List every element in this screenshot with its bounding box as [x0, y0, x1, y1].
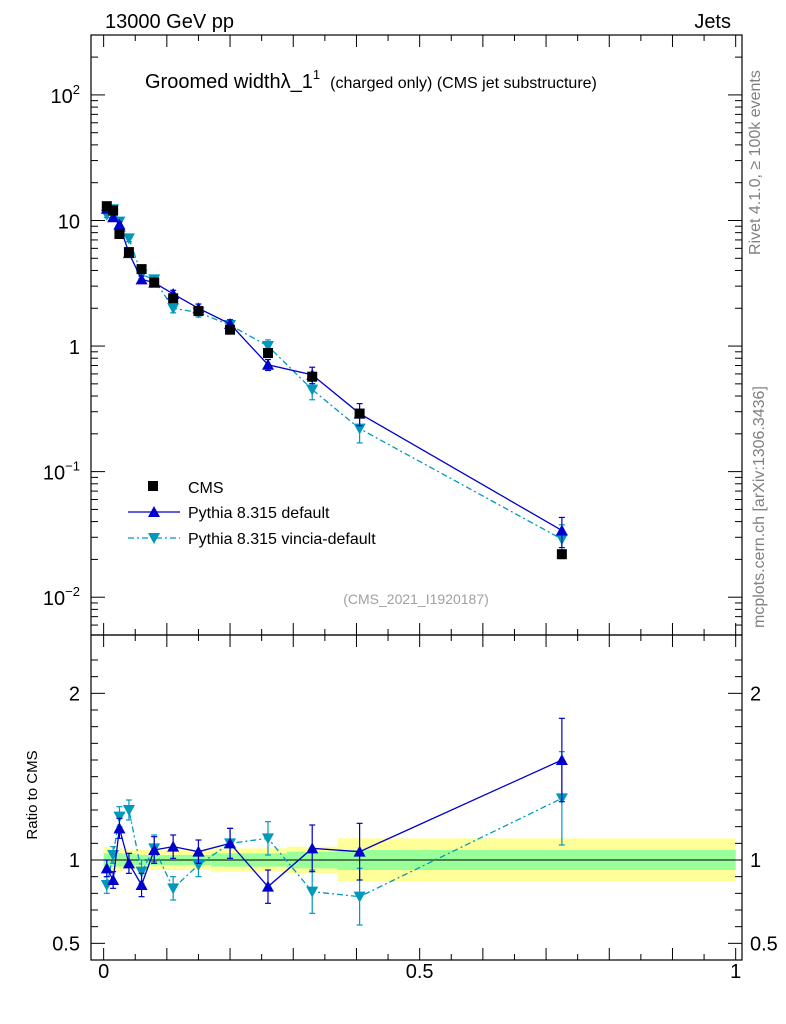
legend-pythia-marker — [148, 506, 160, 517]
cms-point — [168, 293, 179, 304]
ratio-pythia-point — [148, 844, 161, 855]
x-tick-label: 0.5 — [406, 961, 434, 983]
pythia-point — [113, 218, 126, 230]
ratio-frame — [90, 634, 743, 961]
vincia-point — [122, 233, 135, 245]
header-right: Jets — [694, 11, 731, 33]
ratio-vincia-point — [167, 883, 180, 895]
ratio-ylabel: Ratio to CMS — [24, 750, 41, 839]
ratio-y-tick-label-right: 0.5 — [750, 933, 778, 955]
vincia-point — [167, 303, 180, 315]
ratio-vincia-point — [261, 833, 274, 845]
ratio-pythia-point — [306, 842, 319, 854]
ratio-vincia-point — [113, 811, 126, 823]
ratio-vincia-point — [353, 891, 366, 903]
pythia-point — [107, 211, 120, 223]
y-tick-label: 102 — [51, 82, 80, 108]
ratio-y-tick-label: 0.5 — [52, 933, 80, 955]
ratio-vincia-point — [122, 805, 135, 816]
x-tick-label: 0 — [98, 961, 109, 983]
ratio-pythia-point — [113, 822, 126, 834]
cms-point — [114, 229, 125, 240]
cms-point — [108, 205, 119, 216]
y-tick-label: 10−2 — [43, 584, 80, 610]
y-tick-label: 10 — [58, 211, 80, 233]
cms-point — [262, 348, 273, 359]
ratio-pythia-point — [167, 840, 180, 852]
pythia-line — [106, 208, 563, 532]
vincia-line — [106, 208, 563, 540]
legend-pythia-label: Pythia 8.315 default — [188, 505, 330, 522]
ratio-pythia-point — [353, 845, 366, 857]
legend-cms-marker — [148, 481, 158, 491]
ratio-pythia-point — [224, 837, 237, 849]
plot-title-tail: (charged only) (CMS jet substructure) — [330, 75, 597, 92]
ratio-pythia-point — [100, 862, 113, 874]
main-panel: 10−2 10−1 1 10 102 — [43, 34, 743, 960]
cms-point — [101, 201, 112, 212]
cms-point — [193, 306, 204, 317]
legend-vincia-marker — [148, 533, 160, 544]
pythia-point — [261, 358, 274, 370]
ratio-pythia-point — [555, 754, 568, 765]
plot-title-main: Groomed width — [145, 71, 281, 93]
ratio-pythia-point — [192, 845, 205, 857]
vincia-point — [261, 341, 274, 353]
plot-title-sup: 1 — [313, 67, 320, 82]
ratio-y-tick-label-right: 2 — [750, 683, 761, 705]
pythia-point — [555, 524, 568, 536]
rivet-label: Rivet 4.1.0, ≥ 100k events — [747, 70, 764, 255]
vincia-point — [353, 423, 366, 435]
cms-point — [354, 408, 365, 419]
ratio-vincia-point — [306, 886, 319, 898]
y-tick-label: 1 — [69, 337, 80, 359]
legend-cms-label: CMS — [188, 480, 224, 497]
analysis-watermark: (CMS_2021_I1920187) — [343, 591, 489, 607]
ratio-vincia-point — [135, 866, 148, 878]
ratio-pythia-point — [122, 857, 135, 869]
ratio-y-tick-label: 1 — [69, 850, 80, 872]
ratio-pythia-point — [107, 874, 120, 885]
x-tick-label: 1 — [730, 961, 741, 983]
y-tick-label: 10−1 — [43, 459, 80, 485]
ratio-panel: 0 0.5 1 0.5 0.5 1 1 2 2 — [52, 634, 778, 983]
legend: CMS Pythia 8.315 default Pythia 8.315 vi… — [128, 480, 376, 548]
plot-title-lambda: λ_1 — [281, 71, 313, 93]
ratio-y-tick-label: 2 — [69, 683, 80, 705]
mcplots-label: mcplots.cern.ch [arXiv:1306.3436] — [751, 386, 768, 628]
cms-point — [123, 247, 134, 258]
cms-point — [149, 277, 160, 288]
plot-title: Groomed widthλ_11 (charged only) (CMS jet… — [145, 67, 597, 93]
legend-vincia-label: Pythia 8.315 vincia-default — [188, 531, 376, 548]
ratio-pythia-point — [135, 879, 148, 890]
header-left: 13000 GeV pp — [105, 11, 234, 33]
ratio-y-tick-label-right: 1 — [750, 850, 761, 872]
cms-point — [136, 264, 147, 275]
cms-point — [225, 324, 236, 335]
cms-point — [556, 549, 567, 560]
pythia-point — [135, 273, 148, 285]
vincia-point — [306, 384, 319, 396]
cms-point — [307, 371, 318, 382]
ratio-pythia-point — [261, 880, 274, 892]
